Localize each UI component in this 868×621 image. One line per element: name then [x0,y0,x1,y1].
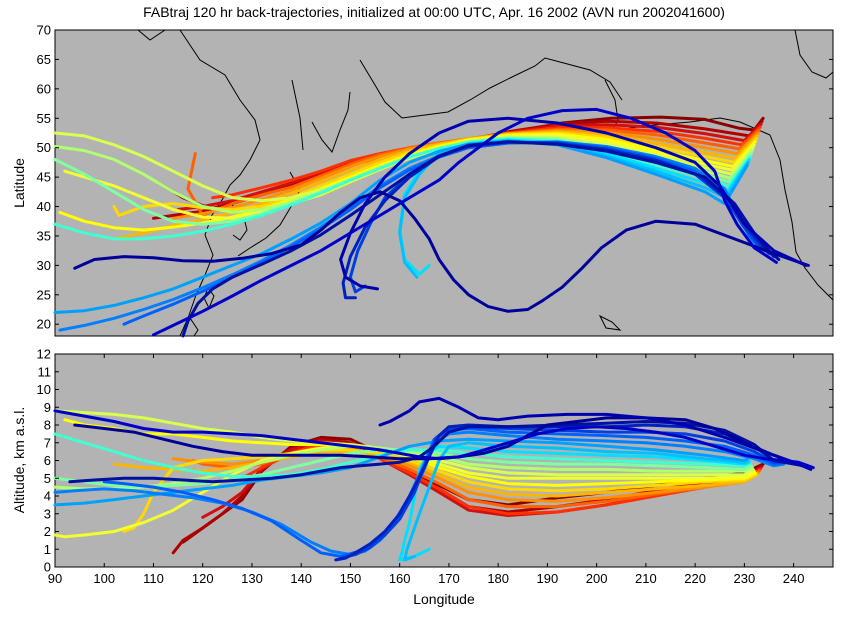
altitude-y-tick-label: 6 [44,453,51,468]
x-axis-label: Longitude [413,591,475,607]
altitude-trajectory-15 [403,441,750,562]
map-y-axis: 20 25 30 35 40 45 50 55 60 65 70 [37,23,833,332]
altitude-x-tick-label: 190 [537,571,559,586]
map-y-tick-label: 25 [37,287,51,302]
altitude-y-tick-label: 10 [37,382,51,397]
map-trajectory-22 [73,190,810,313]
sakhalin-coastline [291,79,304,151]
altitude-y-tick-label: 4 [44,489,51,504]
map-y-tick-label: 35 [37,228,51,243]
map-y-axis-label: Latitude [11,158,27,208]
altitude-y-tick-label: 5 [44,471,51,486]
kamchatka-coastline [311,91,351,153]
altitude-x-tick-label: 100 [93,571,115,586]
altitude-x-tick-label: 160 [389,571,411,586]
altitude-x-tick-label: 130 [241,571,263,586]
map-y-tick-label: 30 [37,258,51,273]
altitude-trajectory-24 [53,409,815,470]
altitude-y-tick-label: 11 [38,364,52,379]
map-trajectory-24 [152,107,778,337]
altitude-x-tick-label: 200 [586,571,608,586]
altitude-x-tick-label: 230 [734,571,756,586]
altitude-x-tick-label: 210 [635,571,657,586]
altitude-x-tick-label: 220 [684,571,706,586]
altitude-x-tick-label: 140 [290,571,312,586]
altitude-y-tick-label: 2 [44,524,51,539]
altitude-x-tick-label: 90 [48,571,62,586]
asia-coastline [137,29,261,337]
altitude-y-tick-label: 9 [44,400,51,415]
altitude-trajectory-23 [378,396,813,471]
altitude-trajectory-12 [53,448,753,489]
map-panel: 20 25 30 35 40 45 50 55 60 65 70 Latitude [11,23,834,338]
altitude-y-tick-label: 1 [44,542,51,557]
map-y-tick-label: 45 [37,170,51,185]
altitude-y-tick-label: 3 [44,506,51,521]
hawaii-coastline [598,314,622,331]
map-trajectory-16 [53,139,749,314]
map-y-tick-label: 40 [37,199,51,214]
north-america-coastline [769,29,834,301]
altitude-x-tick-label: 110 [143,571,164,586]
map-trajectories [53,107,810,338]
figure-title: FABtraj 120 hr back-trajectories, initia… [143,4,725,20]
altitude-x-tick-label: 240 [783,571,805,586]
altitude-x-tick-label: 150 [340,571,362,586]
altitude-trajectories [53,396,815,562]
altitude-y-tick-label: 12 [37,347,51,362]
altitude-trajectory-20 [334,423,800,562]
altitude-y-axis-label: Altitude, km a.s.l. [11,407,27,514]
altitude-x-tick-label: 180 [487,571,509,586]
altitude-y-tick-label: 7 [44,435,51,450]
map-trajectory-8 [58,132,757,232]
altitude-y-tick-label: 8 [44,418,51,433]
philippines-coastline [189,317,199,337]
map-trajectory-17 [58,140,761,332]
altitude-trajectory-13 [53,432,752,478]
map-y-tick-label: 65 [37,52,51,67]
altitude-x-tick-label: 170 [438,571,460,586]
map-y-tick-label: 55 [37,111,51,126]
map-y-tick-label: 20 [37,317,51,332]
altitude-y-tick-label: 0 [44,560,51,575]
map-y-tick-label: 60 [37,81,51,96]
map-y-tick-label: 50 [37,140,51,155]
altitude-x-tick-label: 120 [192,571,214,586]
map-y-tick-label: 70 [37,23,51,38]
siberia-coastline [359,57,623,119]
